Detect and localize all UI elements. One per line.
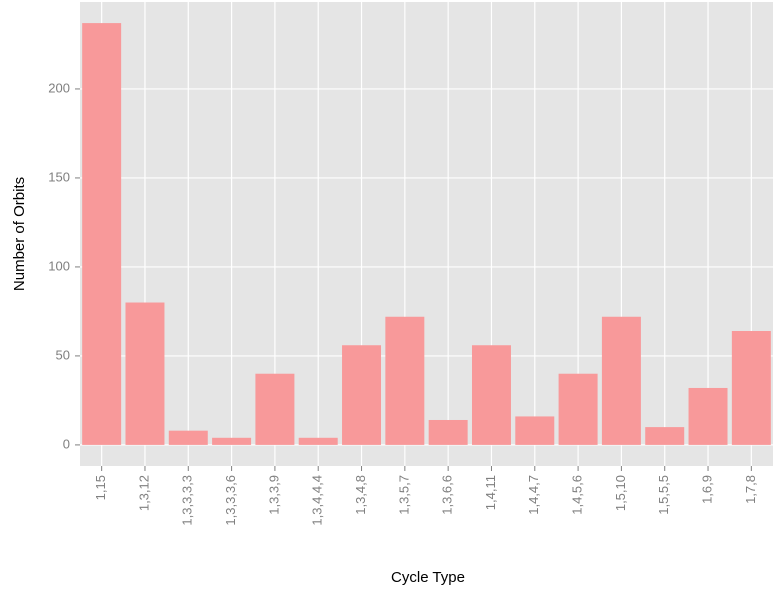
x-tick-label: 1,3,4,4,4 [310,475,325,526]
bar [342,345,382,445]
x-tick-label: 1,7,8 [743,475,758,504]
x-tick-label: 1,3,3,3,6 [223,475,238,526]
bar [212,437,252,445]
x-tick-label: 1,3,6,6 [440,475,455,515]
y-tick-label: 150 [48,169,70,184]
x-tick-label: 1,4,4,7 [526,475,541,515]
bar [515,416,555,445]
x-tick-label: 1,4,5,6 [570,475,585,515]
bar [688,387,728,445]
bar [125,302,165,445]
y-tick-label: 50 [56,347,70,362]
y-tick-label: 0 [63,436,70,451]
bar [428,419,468,445]
y-tick-label: 100 [48,258,70,273]
x-tick-label: 1,4,11 [483,475,498,510]
x-tick-label: 1,3,3,3,3 [180,475,195,526]
y-axis-title: Number of Orbits [11,177,28,291]
bar [645,427,685,445]
x-tick-label: 1,5,5,5 [656,475,671,515]
x-tick-label: 1,3,3,9 [266,475,281,515]
bar [385,316,425,445]
x-tick-label: 1,5,10 [613,475,628,511]
panel [80,2,773,466]
x-tick-label: 1,3,12 [136,475,151,511]
y-tick-label: 200 [48,80,70,95]
bar [298,437,338,445]
x-tick-label: 1,3,4,8 [353,475,368,515]
bar [731,331,771,445]
x-tick-label: 1,15 [93,475,108,500]
bar [471,345,511,445]
x-tick-label: 1,6,9 [699,475,714,504]
bar [255,373,295,445]
bar [82,23,122,445]
x-tick-label: 1,3,5,7 [396,475,411,515]
bar [558,373,598,445]
bar [168,430,208,445]
x-axis-title: Cycle Type [391,569,465,586]
bar [601,316,641,445]
